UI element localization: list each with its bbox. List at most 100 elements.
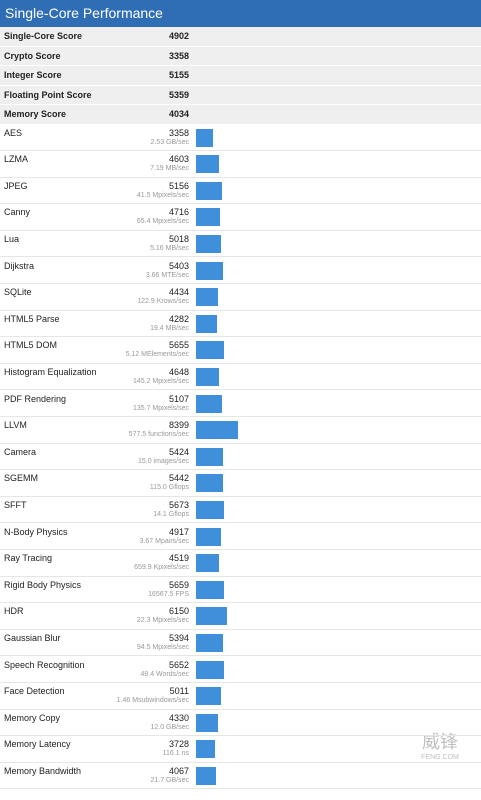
- score-bar: [196, 261, 223, 280]
- test-detail: 659.9 Kpixels/sec: [134, 564, 189, 572]
- test-row: Speech Recognition 5652 48.4 Words/sec: [0, 657, 481, 684]
- test-score: 5424: [168, 446, 189, 457]
- summary-score: 5359: [168, 89, 189, 100]
- test-score: 4282: [168, 313, 189, 324]
- test-detail: 115.0 Gflops: [149, 484, 189, 492]
- test-name: N-Body Physics: [4, 526, 68, 537]
- score-bar: [196, 288, 219, 307]
- test-row: Rigid Body Physics 5659 16567.5 FPS: [0, 577, 481, 604]
- test-score: 4067: [168, 765, 189, 776]
- score-bar: [196, 155, 219, 174]
- summary-score: 3358: [168, 50, 189, 61]
- summary-row: Memory Score 4034: [0, 105, 481, 125]
- score-bar: [196, 740, 215, 759]
- test-detail: 2.53 GB/sec: [150, 138, 189, 146]
- test-name: Lua: [4, 233, 20, 244]
- test-detail: 577.5 functions/sec: [128, 431, 189, 439]
- test-name: Dijkstra: [4, 260, 35, 271]
- test-score: 5011: [169, 686, 189, 697]
- test-detail: 12.0 GB/sec: [150, 723, 189, 731]
- header-title: Single-Core Performance: [0, 0, 481, 27]
- test-row: Memory Latency 3728 116.1 ns: [0, 736, 481, 763]
- test-name: SFFT: [4, 499, 27, 510]
- score-bar: [196, 181, 222, 200]
- test-row: SGEMM 5442 115.0 Gflops: [0, 470, 481, 497]
- test-detail: 3.67 Mpairs/sec: [139, 537, 189, 545]
- watermark-sub: FENG.COM: [421, 754, 459, 761]
- test-name: Rigid Body Physics: [4, 579, 82, 590]
- score-bar: [196, 633, 223, 652]
- test-score: 5655: [168, 340, 189, 351]
- score-bar: [196, 447, 224, 466]
- test-score: 5442: [168, 473, 189, 484]
- score-bar: [196, 314, 218, 333]
- test-detail: 5.12 MElements/sec: [125, 351, 189, 359]
- test-detail: 3.66 MTE/sec: [145, 271, 189, 279]
- test-detail: 19.4 MB/sec: [150, 324, 189, 332]
- test-row: LZMA 4603 7.19 MB/sec: [0, 151, 481, 178]
- summary-row: Crypto Score 3358: [0, 46, 481, 66]
- score-bar: [196, 234, 222, 253]
- test-detail: 65.4 Mpixels/sec: [136, 218, 189, 226]
- test-score: 4434: [168, 287, 189, 298]
- test-score: 5394: [168, 632, 189, 643]
- test-score: 5107: [168, 393, 189, 404]
- test-name: LLVM: [4, 420, 27, 431]
- score-bar: [196, 208, 220, 227]
- test-detail: 122.9 Krows/sec: [137, 298, 189, 306]
- test-score: 4519: [168, 553, 189, 564]
- score-bar: [196, 687, 222, 706]
- test-name: Face Detection: [4, 686, 65, 697]
- test-score: 3358: [168, 127, 189, 138]
- test-row: PDF Rendering 5107 135.7 Mpixels/sec: [0, 391, 481, 418]
- test-score: 4917: [168, 526, 189, 537]
- test-row: Camera 5424 15.0 images/sec: [0, 444, 481, 471]
- test-row: Ray Tracing 4519 659.9 Kpixels/sec: [0, 550, 481, 577]
- summary-score: 4034: [168, 109, 189, 119]
- test-detail: 7.19 MB/sec: [150, 165, 189, 173]
- test-row: AES 3358 2.53 GB/sec: [0, 125, 481, 152]
- summary-row: Floating Point Score 5359: [0, 85, 481, 105]
- test-name: Speech Recognition: [4, 659, 85, 670]
- score-bar: [196, 474, 224, 493]
- test-row: Lua 5018 5.16 MB/sec: [0, 231, 481, 258]
- test-score: 3728: [168, 739, 189, 750]
- test-row: Memory Bandwidth 4067 21.7 GB/sec: [0, 763, 481, 790]
- test-detail: 1.46 Msubwindows/sec: [116, 697, 189, 705]
- test-row: JPEG 5156 41.5 Mpixels/sec: [0, 178, 481, 205]
- summary-score: 5155: [168, 70, 189, 80]
- test-row: N-Body Physics 4917 3.67 Mpairs/sec: [0, 524, 481, 551]
- test-name: Canny: [4, 207, 31, 218]
- score-bar: [196, 660, 225, 679]
- test-name: SQLite: [4, 287, 32, 298]
- test-score: 5659: [168, 579, 189, 590]
- test-row: Dijkstra 5403 3.66 MTE/sec: [0, 258, 481, 285]
- summary-row: Single-Core Score 4902: [0, 27, 481, 47]
- test-score: 5652: [168, 659, 189, 670]
- test-score: 5156: [168, 180, 189, 191]
- score-bar: [196, 713, 218, 732]
- score-bar: [196, 580, 225, 599]
- test-detail: 135.7 Mpixels/sec: [132, 404, 189, 412]
- score-bar: [196, 500, 225, 519]
- test-row: Gaussian Blur 5394 94.5 Mpixels/sec: [0, 630, 481, 657]
- test-detail: 145.2 Mpixels/sec: [132, 377, 189, 385]
- summary-label: Integer Score: [4, 70, 62, 80]
- test-name: AES: [4, 127, 23, 138]
- test-row: LLVM 8399 577.5 functions/sec: [0, 417, 481, 444]
- test-score: 4330: [168, 712, 189, 723]
- watermark-text: 威锋: [422, 732, 458, 752]
- test-score: 5673: [168, 499, 189, 510]
- test-name: Memory Copy: [4, 712, 61, 723]
- test-name: Ray Tracing: [4, 553, 53, 564]
- score-bar: [196, 527, 221, 546]
- test-row: Memory Copy 4330 12.0 GB/sec: [0, 710, 481, 737]
- test-name: Memory Latency: [4, 739, 71, 750]
- test-name: PDF Rendering: [4, 393, 67, 404]
- test-name: JPEG: [4, 180, 28, 191]
- test-detail: 116.1 ns: [162, 750, 189, 758]
- test-detail: 41.5 Mpixels/sec: [136, 191, 189, 199]
- test-row: SQLite 4434 122.9 Krows/sec: [0, 284, 481, 311]
- score-bar: [196, 607, 227, 626]
- test-detail: 48.4 Words/sec: [140, 670, 189, 678]
